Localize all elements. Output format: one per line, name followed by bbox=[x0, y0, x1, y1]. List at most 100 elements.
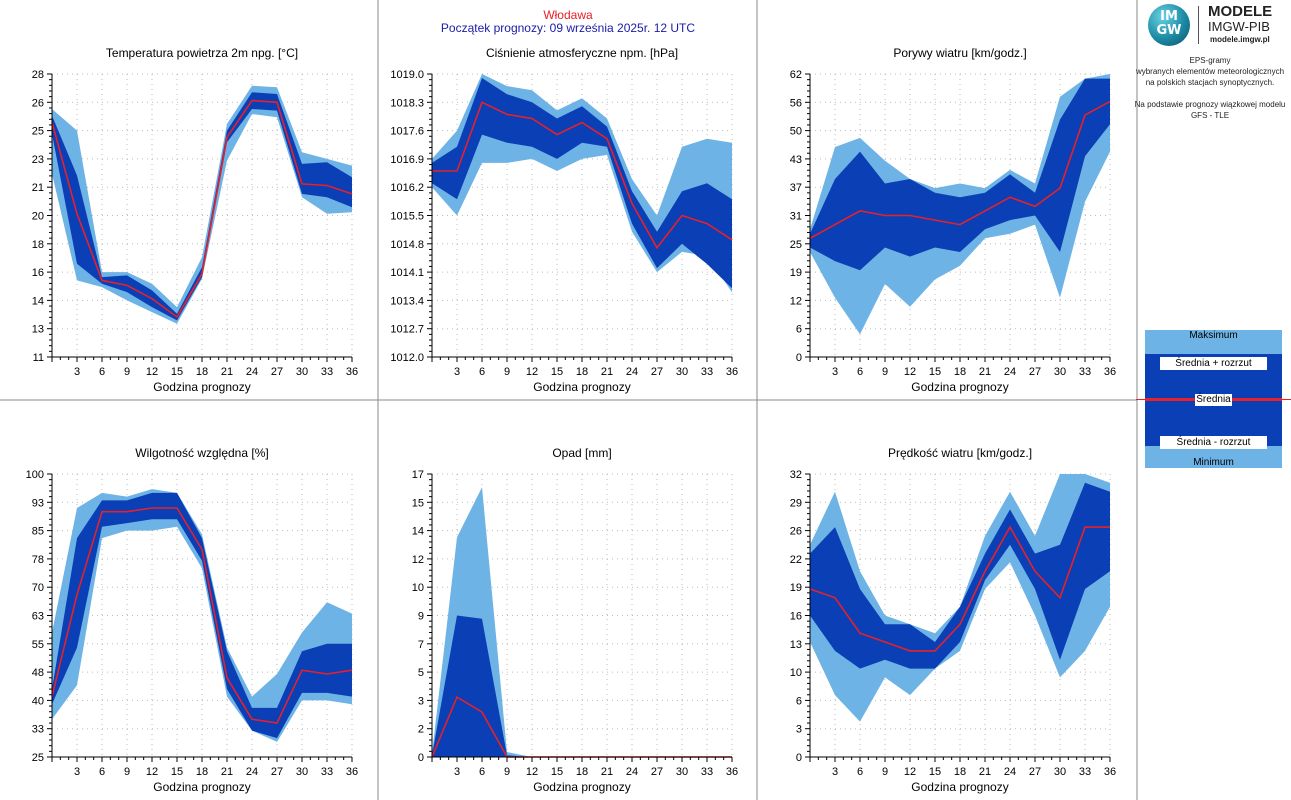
y-tick-label: 13 bbox=[790, 639, 802, 651]
x-tick-label: 27 bbox=[651, 766, 663, 778]
y-tick-label: 1014.1 bbox=[390, 267, 424, 279]
y-tick-label: 1017.6 bbox=[390, 126, 424, 138]
spread-band bbox=[810, 482, 1110, 669]
x-tick-label: 18 bbox=[954, 766, 966, 778]
y-tick-label: 11 bbox=[33, 352, 44, 364]
y-tick-label: 78 bbox=[32, 554, 44, 566]
x-tick-label: 21 bbox=[979, 366, 991, 378]
x-tick-label: 15 bbox=[551, 766, 563, 778]
y-tick-label: 2 bbox=[418, 724, 424, 736]
x-tick-label: 36 bbox=[1104, 766, 1116, 778]
x-tick-label: 6 bbox=[99, 766, 105, 778]
x-tick-label: 6 bbox=[857, 766, 863, 778]
x-tick-label: 3 bbox=[74, 766, 80, 778]
y-tick-label: 22 bbox=[790, 554, 802, 566]
x-tick-label: 3 bbox=[832, 366, 838, 378]
x-tick-label: 15 bbox=[171, 366, 183, 378]
mean-line bbox=[432, 101, 733, 250]
x-tick-label: 9 bbox=[124, 366, 130, 378]
x-tick-label: 30 bbox=[676, 766, 688, 778]
x-tick-label: 36 bbox=[1104, 366, 1116, 378]
x-tick-label: 9 bbox=[124, 766, 130, 778]
y-tick-label: 19 bbox=[790, 582, 802, 594]
x-tick-label: 18 bbox=[576, 766, 588, 778]
y-tick-label: 37 bbox=[790, 182, 802, 194]
y-tick-label: 18 bbox=[32, 239, 44, 251]
spread-band bbox=[432, 78, 732, 289]
y-tick-label: 0 bbox=[796, 752, 802, 764]
y-tick-label: 1012.7 bbox=[390, 324, 424, 336]
side-description: EPS-gramy wybranych elementów meteorolog… bbox=[1130, 55, 1290, 121]
x-tick-label: 36 bbox=[726, 366, 738, 378]
x-tick-label: 12 bbox=[904, 766, 916, 778]
x-tick-label: 24 bbox=[246, 366, 258, 378]
x-tick-label: 27 bbox=[1029, 766, 1041, 778]
y-tick-label: 1015.5 bbox=[390, 211, 424, 223]
x-tick-label: 15 bbox=[929, 366, 941, 378]
y-tick-label: 17 bbox=[412, 469, 424, 481]
x-tick-label: 27 bbox=[651, 366, 663, 378]
y-tick-label: 10 bbox=[412, 582, 424, 594]
x-tick-label: 9 bbox=[504, 766, 510, 778]
chart-title: Temperatura powietrza 2m npg. [°C] bbox=[106, 46, 298, 60]
x-tick-label: 12 bbox=[526, 766, 538, 778]
x-tick-label: 18 bbox=[196, 366, 208, 378]
x-tick-label: 12 bbox=[904, 366, 916, 378]
y-tick-label: 1019.0 bbox=[390, 69, 424, 81]
y-tick-label: 14 bbox=[412, 526, 424, 538]
logo-url: modele.imgw.pl bbox=[1210, 35, 1270, 44]
x-tick-label: 21 bbox=[221, 766, 233, 778]
y-tick-label: 1018.3 bbox=[390, 97, 424, 109]
x-tick-label: 3 bbox=[454, 766, 460, 778]
y-tick-label: 1014.8 bbox=[390, 239, 424, 251]
x-tick-label: 33 bbox=[701, 766, 713, 778]
x-axis-label: Godzina prognozy bbox=[533, 780, 630, 794]
logo-title: MODELE bbox=[1208, 3, 1273, 20]
chart-title: Wilgotność względna [%] bbox=[135, 446, 268, 460]
y-tick-label: 62 bbox=[790, 69, 802, 81]
y-tick-label: 33 bbox=[32, 724, 44, 736]
x-tick-label: 36 bbox=[346, 366, 358, 378]
x-tick-label: 6 bbox=[857, 366, 863, 378]
y-tick-label: 85 bbox=[32, 526, 44, 538]
y-tick-label: 16 bbox=[790, 611, 802, 623]
x-tick-label: 27 bbox=[271, 766, 283, 778]
y-tick-label: 7 bbox=[418, 639, 424, 651]
x-tick-label: 15 bbox=[929, 766, 941, 778]
imgw-logo: IM GW MODELE IMGW-PIB modele.imgw.pl bbox=[1146, 2, 1286, 50]
spread-band bbox=[432, 615, 732, 757]
y-tick-label: 70 bbox=[32, 582, 44, 594]
desc-line: EPS-gramy bbox=[1189, 56, 1231, 65]
mean-line bbox=[809, 100, 1111, 240]
y-tick-label: 12 bbox=[412, 554, 424, 566]
chart-title: Porywy wiatru [km/godz.] bbox=[893, 46, 1026, 60]
y-tick-label: 32 bbox=[790, 469, 802, 481]
y-tick-label: 3 bbox=[418, 695, 424, 707]
x-tick-label: 3 bbox=[454, 366, 460, 378]
y-tick-label: 40 bbox=[32, 695, 44, 707]
y-tick-label: 29 bbox=[790, 497, 802, 509]
desc-line: na polskich stacjach synoptycznych. bbox=[1145, 78, 1275, 87]
x-tick-label: 33 bbox=[321, 366, 333, 378]
x-tick-label: 27 bbox=[1029, 366, 1041, 378]
x-tick-label: 30 bbox=[296, 366, 308, 378]
x-tick-label: 21 bbox=[221, 366, 233, 378]
x-tick-label: 36 bbox=[726, 766, 738, 778]
y-tick-label: 16 bbox=[32, 267, 44, 279]
y-tick-label: 19 bbox=[790, 267, 802, 279]
y-tick-label: 1012.0 bbox=[390, 352, 424, 364]
x-tick-label: 30 bbox=[296, 766, 308, 778]
y-tick-label: 23 bbox=[32, 154, 44, 166]
y-tick-label: 6 bbox=[796, 695, 802, 707]
desc-line: Na podstawie prognozy wiązkowej modelu bbox=[1134, 100, 1286, 109]
y-tick-label: 26 bbox=[790, 526, 802, 538]
x-axis-label: Godzina prognozy bbox=[911, 380, 1008, 394]
x-tick-label: 30 bbox=[1054, 766, 1066, 778]
chart-title: Prędkość wiatru [km/godz.] bbox=[888, 446, 1032, 460]
x-tick-label: 18 bbox=[196, 766, 208, 778]
x-tick-label: 9 bbox=[504, 366, 510, 378]
chart-panel: Prędkość wiatru [km/godz.]03610131619222… bbox=[790, 446, 1116, 794]
x-tick-label: 30 bbox=[676, 366, 688, 378]
min-max-band bbox=[52, 489, 352, 742]
y-tick-label: 5 bbox=[418, 667, 424, 679]
